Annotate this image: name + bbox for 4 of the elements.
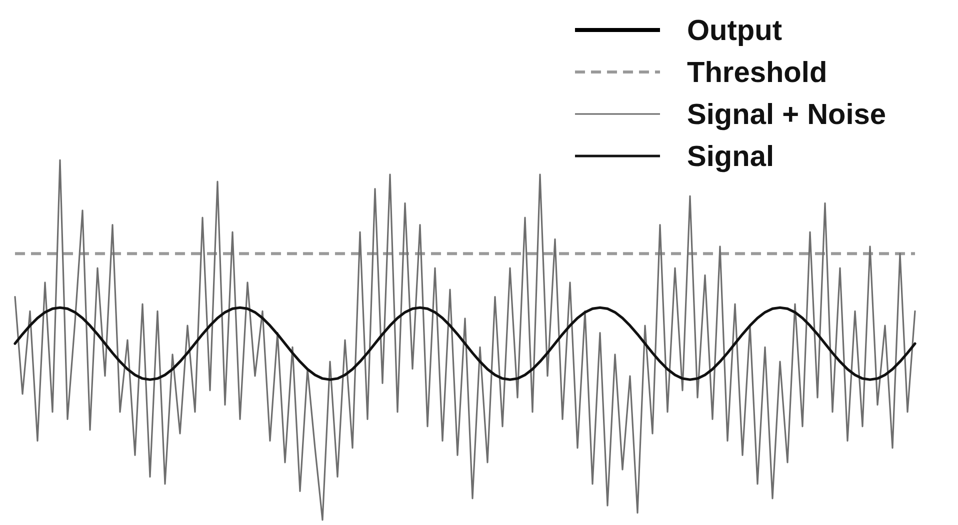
legend-label: Threshold — [687, 57, 828, 90]
legend-label: Output — [687, 15, 782, 48]
legend-label: Signal + Noise — [687, 99, 886, 132]
legend-label: Signal — [687, 141, 774, 174]
